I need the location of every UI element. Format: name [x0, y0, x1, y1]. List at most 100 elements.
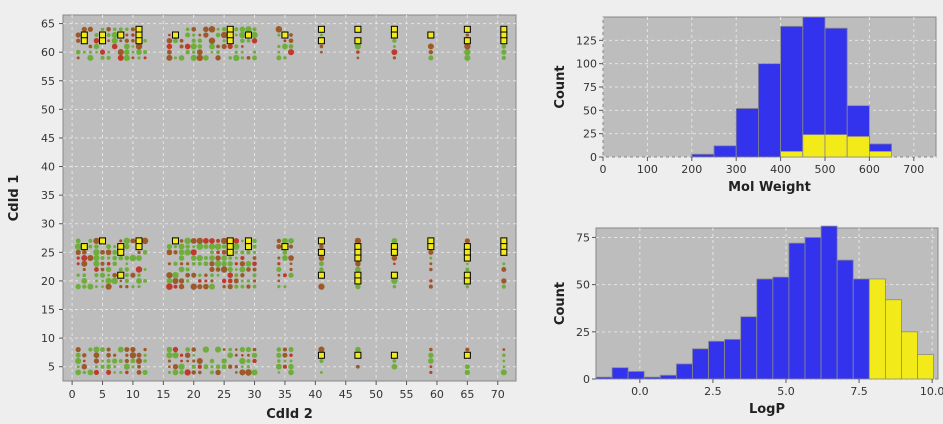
data-point — [94, 244, 99, 249]
data-point — [320, 50, 323, 54]
data-point — [88, 244, 93, 249]
data-point — [234, 256, 238, 260]
data-point — [428, 358, 434, 364]
data-point — [221, 278, 227, 284]
histogram-bar-selected — [917, 354, 935, 380]
data-point — [234, 33, 238, 37]
data-point — [124, 347, 130, 353]
data-point — [241, 45, 244, 48]
data-point — [166, 352, 173, 359]
y-tick-label: 15 — [41, 304, 55, 317]
data-point — [178, 55, 185, 61]
data-point — [464, 48, 471, 56]
x-tick-label: 35 — [278, 388, 292, 401]
x-tick-label: 600 — [859, 163, 880, 176]
data-point — [137, 273, 141, 278]
data-point — [113, 353, 117, 357]
data-point — [190, 237, 197, 244]
data-point — [246, 353, 250, 357]
highlighted-point — [317, 351, 325, 359]
data-point — [119, 285, 123, 289]
x-tick-label: 65 — [460, 388, 474, 401]
data-point — [234, 365, 238, 369]
data-point — [123, 237, 131, 245]
histogram-bar — [735, 108, 759, 158]
scatter-plot-panel: 0 5 10 15 20 25 30 35 40 45 50 55 60 65 70 5 10 15 20 25 30 3… — [0, 0, 520, 424]
highlighted-point — [317, 237, 325, 245]
highlighted-point — [171, 31, 179, 39]
data-point — [192, 245, 196, 249]
data-point — [136, 49, 142, 55]
data-point — [288, 38, 294, 44]
highlighted-point — [354, 248, 362, 256]
scatter-chart[interactable]: 0 5 10 15 20 25 30 35 40 45 50 55 60 65 70 5 10 15 20 25 30 3… — [0, 0, 520, 424]
data-point — [234, 371, 238, 374]
data-point — [318, 283, 325, 290]
data-point — [221, 358, 227, 364]
data-point — [191, 261, 196, 266]
highlighted-point — [463, 351, 471, 359]
data-point — [75, 352, 81, 358]
data-point — [239, 266, 246, 273]
data-point — [288, 44, 294, 49]
highlighted-point — [135, 243, 143, 251]
data-point — [502, 359, 506, 363]
logp-histogram-panel: 0.0 2.5 5.0 7.5 10.0 0 25 50 75 LogP Count — [548, 212, 943, 424]
y-tick-label: 65 — [41, 18, 55, 31]
data-point — [81, 255, 88, 262]
data-point — [124, 278, 130, 284]
data-point — [130, 238, 136, 244]
data-point — [111, 277, 118, 285]
data-point — [95, 279, 98, 283]
data-point — [111, 31, 118, 39]
highlighted-point — [390, 25, 398, 33]
histogram-bar — [757, 63, 781, 158]
highlighted-point — [354, 277, 362, 285]
data-point — [277, 256, 281, 260]
data-point — [88, 50, 92, 54]
highlighted-point — [500, 248, 508, 256]
data-point — [210, 273, 214, 278]
highlighted-point — [354, 271, 362, 279]
data-point — [105, 283, 112, 290]
data-point — [105, 249, 112, 256]
data-point — [281, 237, 288, 244]
data-point — [196, 54, 203, 62]
x-tick-label: 70 — [491, 388, 505, 401]
molweight-histogram[interactable]: 0 100 200 300 400 500 600 700 0 25 50 75 100 125 Mol W… — [548, 0, 943, 210]
data-point — [464, 54, 471, 61]
data-point — [245, 346, 252, 353]
data-point — [240, 256, 245, 261]
data-point — [124, 49, 130, 55]
data-point — [203, 261, 209, 267]
data-point — [233, 243, 240, 250]
data-point — [87, 255, 94, 262]
data-point — [94, 32, 99, 38]
data-point — [93, 43, 100, 50]
data-point — [198, 370, 202, 375]
data-point — [252, 55, 257, 61]
data-point — [221, 27, 227, 32]
data-point — [427, 43, 434, 50]
histogram-bar — [691, 153, 715, 158]
data-point — [178, 278, 185, 284]
data-point — [75, 283, 81, 290]
data-point — [172, 271, 179, 279]
data-point — [178, 255, 185, 261]
data-point — [318, 261, 324, 267]
data-point — [143, 268, 147, 271]
x-tick-label: 700 — [903, 163, 924, 176]
data-point — [289, 262, 293, 266]
logp-histogram[interactable]: 0.0 2.5 5.0 7.5 10.0 0 25 50 75 LogP Count — [548, 212, 943, 424]
data-point — [429, 365, 433, 369]
data-point — [204, 279, 208, 283]
data-point — [185, 267, 190, 272]
data-point — [143, 347, 147, 352]
data-point — [93, 358, 100, 364]
data-point — [184, 43, 191, 50]
data-point — [241, 239, 244, 243]
data-point — [277, 371, 281, 374]
data-point — [209, 358, 215, 364]
data-point — [204, 273, 208, 277]
data-point — [464, 369, 471, 376]
